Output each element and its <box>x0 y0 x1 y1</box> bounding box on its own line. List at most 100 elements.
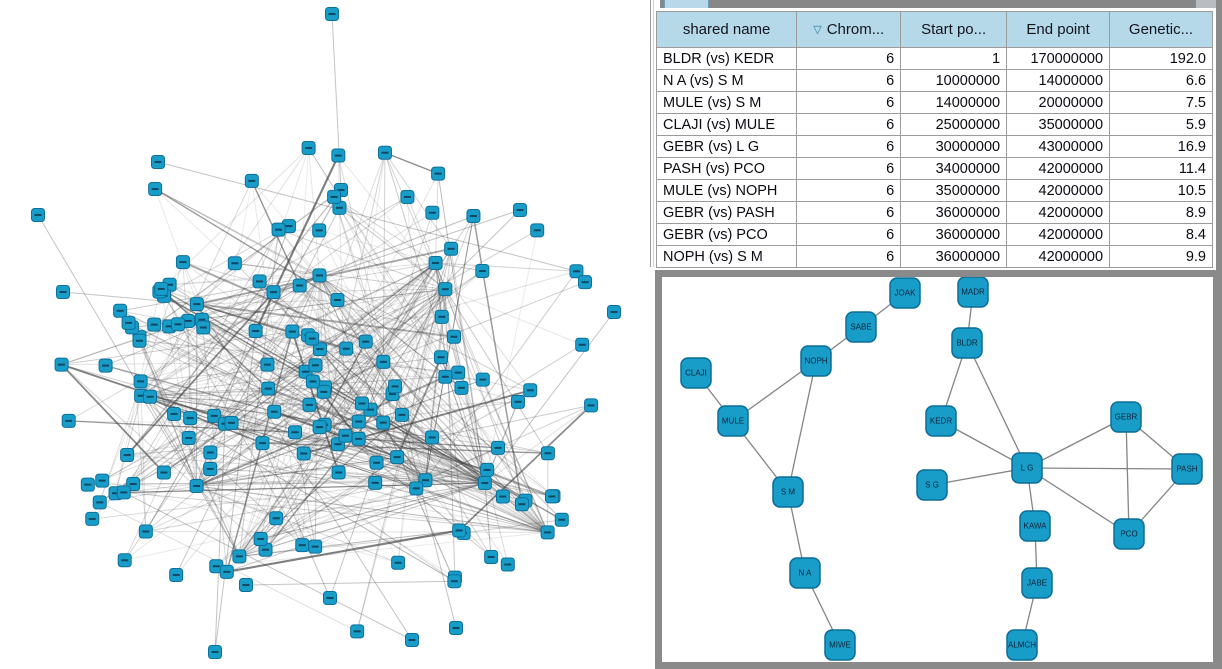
overview-network-canvas[interactable]: JOAK SABE NOPH CLAJI MULE S M N A MIWE MADR BLDR K… <box>662 277 1213 662</box>
network-node[interactable] <box>98 358 113 373</box>
network-node[interactable] <box>376 354 391 369</box>
network-node-sm[interactable]: S M <box>772 476 804 508</box>
network-edge[interactable] <box>435 262 577 272</box>
network-edge[interactable] <box>196 303 413 641</box>
table-cell[interactable]: 6 <box>796 113 902 136</box>
table-cell[interactable]: 35000000 <box>900 179 1008 202</box>
network-edge[interactable] <box>319 215 474 276</box>
network-edge[interactable] <box>189 417 240 557</box>
network-edge[interactable] <box>396 456 492 558</box>
network-edge[interactable] <box>260 482 485 540</box>
network-edge[interactable] <box>309 404 486 484</box>
table-cell[interactable]: 42000000 <box>1006 245 1111 268</box>
network-edge[interactable] <box>226 482 485 573</box>
network-edge[interactable] <box>140 147 310 397</box>
network-node[interactable] <box>167 406 182 421</box>
network-edge[interactable] <box>239 344 583 557</box>
network-edge[interactable] <box>60 364 165 474</box>
network-node-claji[interactable]: CLAJI <box>680 357 712 389</box>
network-node[interactable] <box>388 379 403 394</box>
table-cell[interactable]: 35000000 <box>1006 113 1111 136</box>
network-node[interactable] <box>376 415 391 430</box>
network-edge[interactable] <box>1026 467 1188 470</box>
network-edge[interactable] <box>203 288 446 329</box>
network-edge[interactable] <box>329 248 452 599</box>
network-node[interactable] <box>584 398 599 413</box>
network-edge[interactable] <box>358 288 446 422</box>
network-node[interactable] <box>325 7 339 21</box>
network-node[interactable] <box>255 436 270 451</box>
network-edge[interactable] <box>239 482 485 557</box>
network-edge[interactable] <box>339 207 446 290</box>
table-row[interactable]: N A (vs) S M 6 10000000 14000000 6.6 <box>655 69 1213 92</box>
network-edge[interactable] <box>392 288 446 395</box>
network-node[interactable] <box>154 281 169 296</box>
network-node[interactable] <box>252 274 267 289</box>
table-cell[interactable]: 10.5 <box>1109 179 1213 202</box>
network-edge[interactable] <box>274 411 398 458</box>
network-edge[interactable] <box>226 331 294 573</box>
network-edge[interactable] <box>214 330 257 653</box>
network-edge[interactable] <box>251 180 303 546</box>
network-edge[interactable] <box>141 364 268 397</box>
network-edge[interactable] <box>139 336 240 557</box>
network-node[interactable] <box>452 523 467 538</box>
network-edge[interactable] <box>239 482 485 557</box>
network-edge[interactable] <box>239 389 531 557</box>
network-edge[interactable] <box>168 325 548 533</box>
network-edge[interactable] <box>384 152 439 175</box>
network-edge[interactable] <box>259 281 488 471</box>
network-edge[interactable] <box>182 261 367 343</box>
network-edge[interactable] <box>484 230 538 484</box>
network-node[interactable] <box>266 285 281 300</box>
network-edge[interactable] <box>787 360 817 493</box>
network-edge[interactable] <box>314 447 499 548</box>
table-cell[interactable]: BLDR (vs) KEDR <box>655 47 798 70</box>
network-edge[interactable] <box>472 215 523 505</box>
table-cell[interactable]: 6 <box>796 223 902 246</box>
network-node[interactable] <box>224 415 239 430</box>
network-edge[interactable] <box>224 275 320 424</box>
network-node[interactable] <box>475 263 490 278</box>
network-edge[interactable] <box>127 435 346 456</box>
network-node[interactable] <box>354 396 369 411</box>
network-edge[interactable] <box>435 262 483 272</box>
network-edge[interactable] <box>154 188 236 264</box>
column-header-genetic[interactable]: Genetic... <box>1109 11 1213 48</box>
table-cell[interactable]: 8.9 <box>1109 201 1213 224</box>
network-node[interactable] <box>308 539 323 554</box>
network-node[interactable] <box>138 524 153 539</box>
table-cell[interactable]: 1 <box>900 47 1008 70</box>
network-node[interactable] <box>169 567 184 582</box>
network-node[interactable] <box>350 624 365 639</box>
table-cell[interactable]: 42000000 <box>1006 223 1111 246</box>
network-edge[interactable] <box>161 288 293 333</box>
table-cell[interactable]: 6 <box>796 69 902 92</box>
network-edge[interactable] <box>238 152 386 557</box>
network-edge[interactable] <box>120 274 320 312</box>
network-edge[interactable] <box>131 326 426 481</box>
network-edge[interactable] <box>149 396 485 484</box>
network-edge[interactable] <box>139 340 459 374</box>
network-edge[interactable] <box>238 262 436 557</box>
network-node[interactable] <box>607 305 621 319</box>
network-node[interactable] <box>323 591 337 605</box>
table-cell[interactable]: 170000000 <box>1006 47 1111 70</box>
table-cell[interactable]: 6 <box>796 201 902 224</box>
network-node[interactable] <box>227 256 242 271</box>
network-edge[interactable] <box>276 482 485 519</box>
network-edge[interactable] <box>145 189 342 532</box>
network-edge[interactable] <box>324 316 443 388</box>
network-node[interactable] <box>400 189 415 204</box>
network-edge[interactable] <box>370 288 446 410</box>
table-cell[interactable]: 6 <box>796 245 902 268</box>
network-node-almch[interactable]: ALMCH <box>1006 629 1038 661</box>
network-edge[interactable] <box>450 248 486 484</box>
table-cell[interactable]: 36000000 <box>900 201 1008 224</box>
network-edge[interactable] <box>201 319 455 338</box>
table-cell[interactable]: 42000000 <box>1006 157 1111 180</box>
network-edge[interactable] <box>196 404 592 487</box>
network-edge[interactable] <box>309 404 549 454</box>
network-edge[interactable] <box>141 395 310 406</box>
network-edge[interactable] <box>254 155 340 332</box>
